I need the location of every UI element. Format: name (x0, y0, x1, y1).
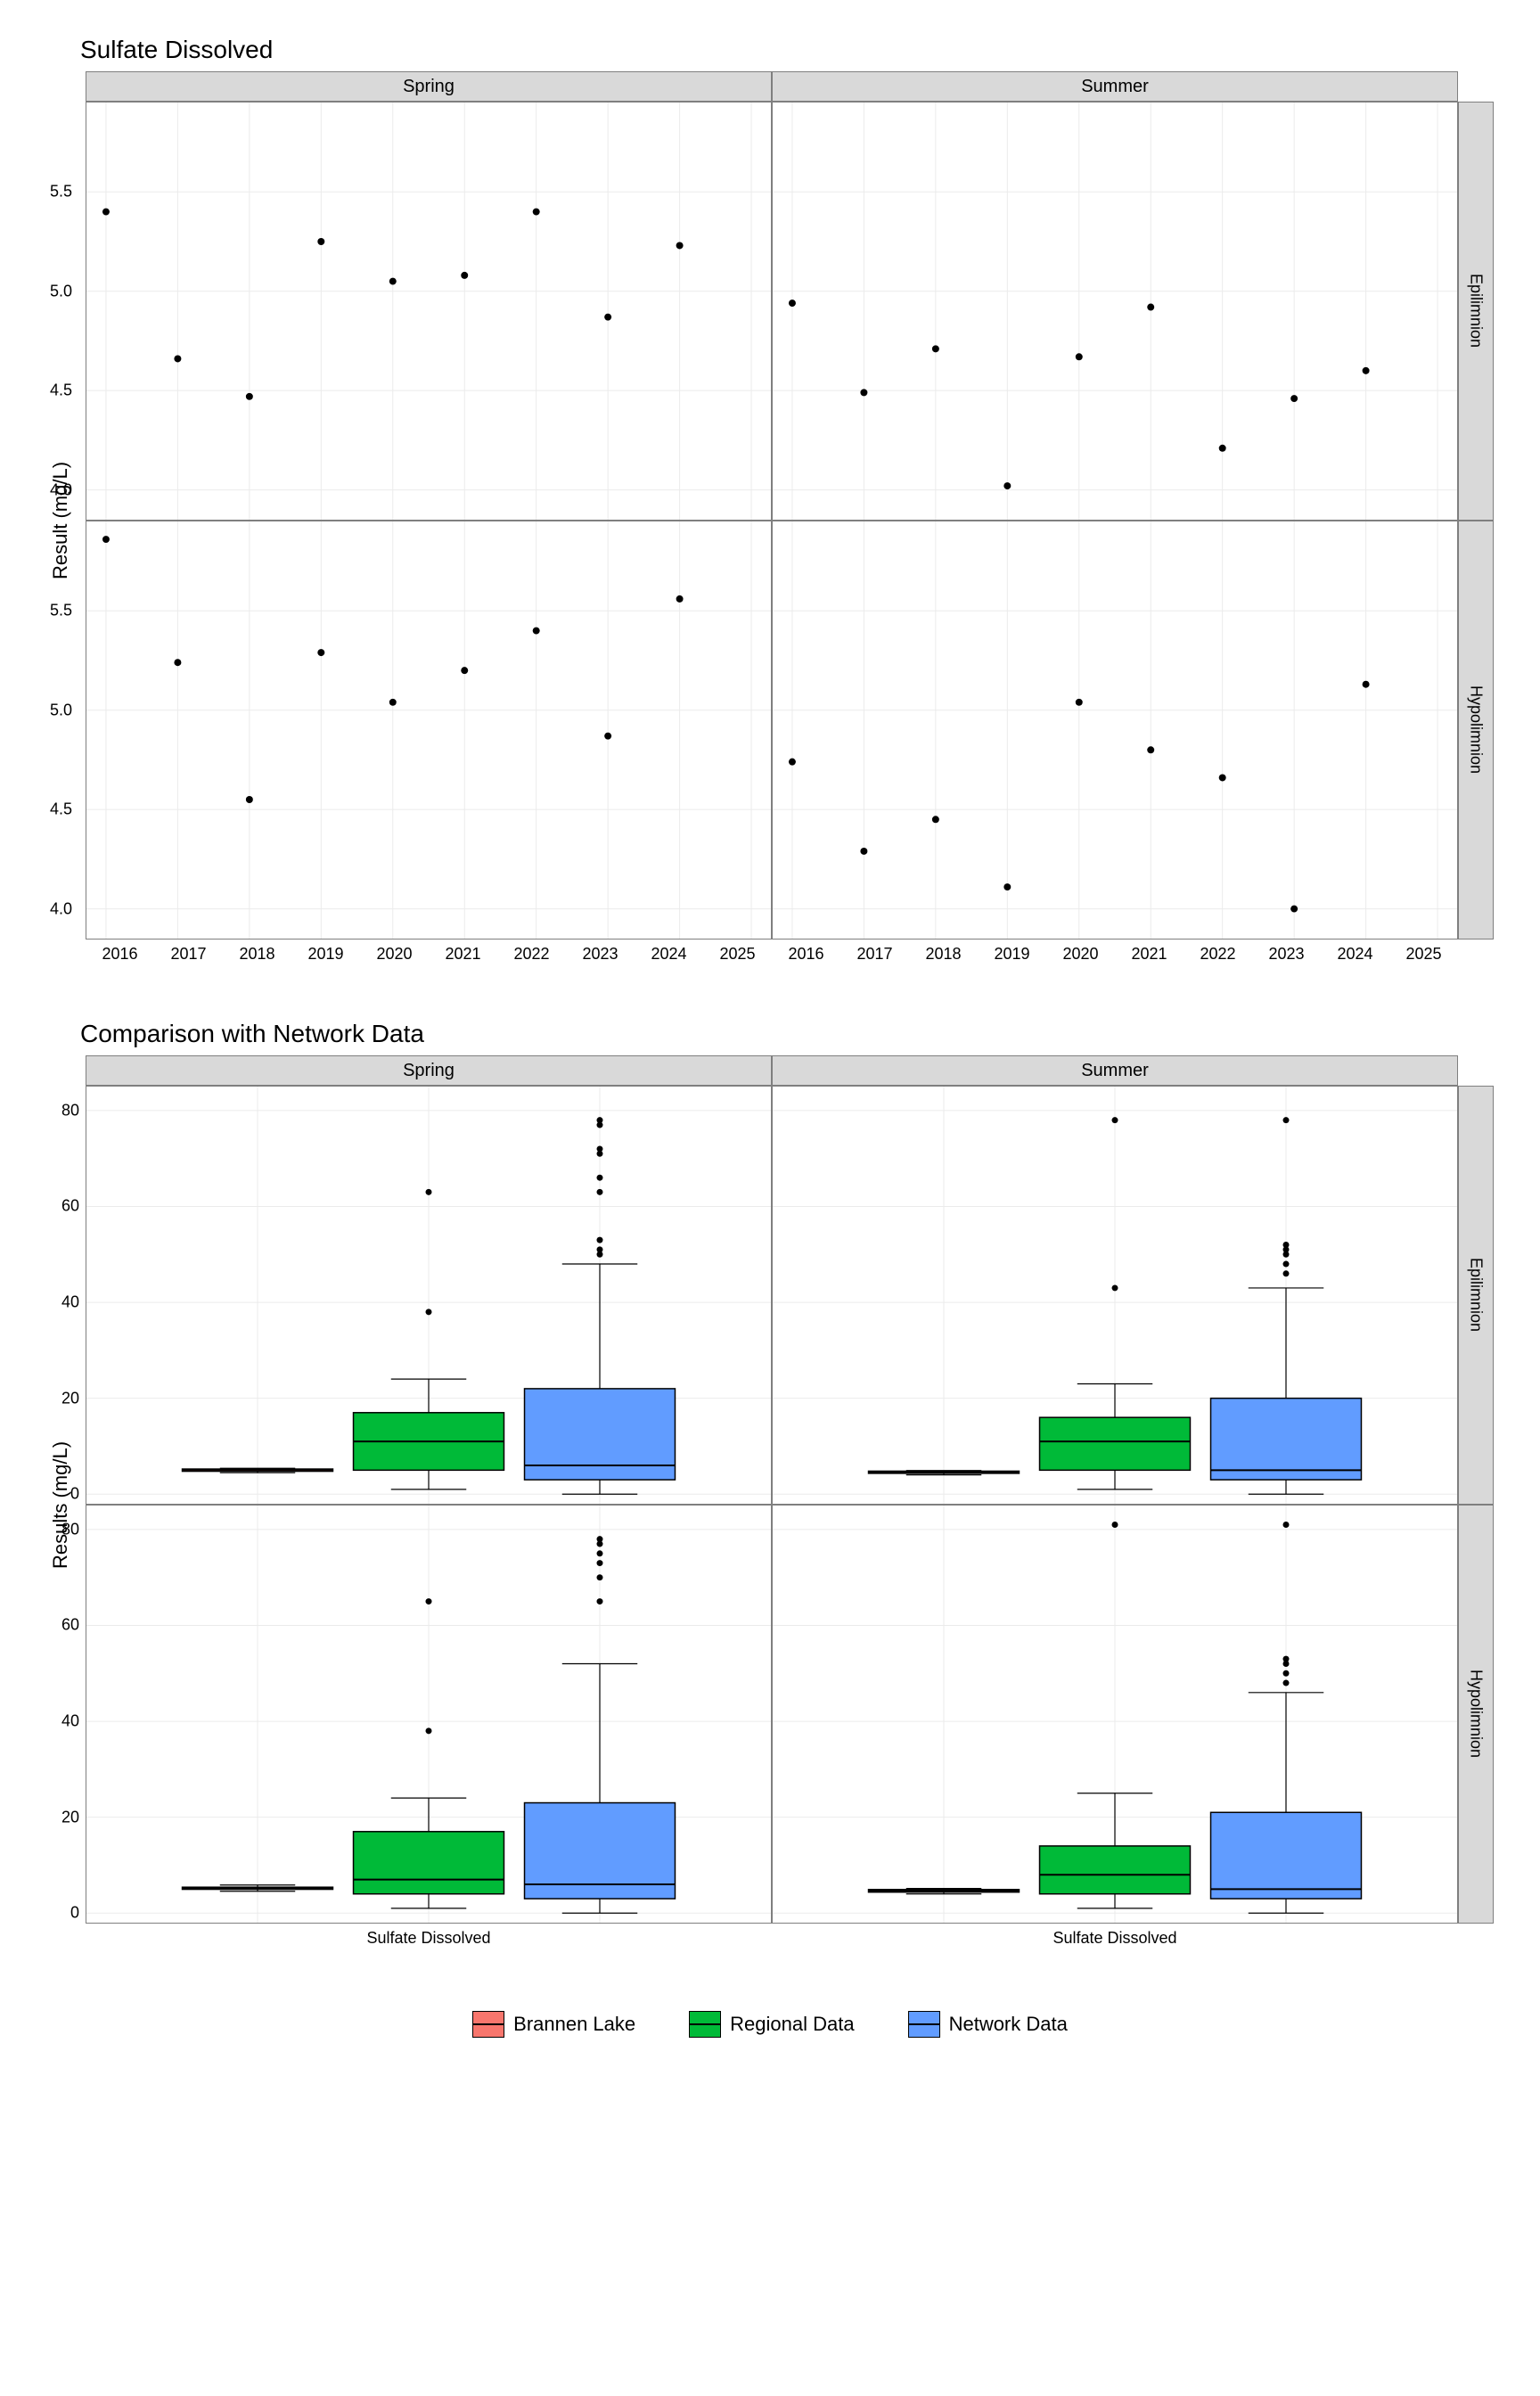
legend-item: Brannen Lake (472, 2011, 635, 2038)
boxplot-panel (772, 1505, 1458, 1924)
legend-label: Network Data (949, 2013, 1068, 2036)
x-ticks: 2016201720182019202020212022202320242025 (86, 940, 772, 975)
scatter-figure: Sulfate Dissolved SpringSummer Result (mg… (36, 36, 1504, 975)
row-strip: Hypolimnion (1458, 521, 1494, 940)
column-strip: Spring (86, 1055, 772, 1086)
legend-label: Regional Data (730, 2013, 854, 2036)
column-strip: Summer (772, 71, 1458, 102)
legend-label: Brannen Lake (513, 2013, 635, 2036)
scatter-panel: 4.04.55.05.5 (86, 102, 772, 521)
legend-swatch (908, 2011, 940, 2038)
boxplot-title: Comparison with Network Data (80, 1020, 1504, 1048)
row-strip: Epilimnion (1458, 102, 1494, 521)
scatter-title: Sulfate Dissolved (80, 36, 1504, 64)
row-strip: Hypolimnion (1458, 1505, 1494, 1924)
x-ticks: Sulfate Dissolved (772, 1924, 1458, 1966)
boxplot-panel: 020406080 (86, 1505, 772, 1924)
column-strip: Spring (86, 71, 772, 102)
boxplot-panel: 020406080 (86, 1086, 772, 1505)
legend-swatch (689, 2011, 721, 2038)
legend-item: Regional Data (689, 2011, 854, 2038)
boxplot-facet-grid: SpringSummer Results (mg/L)020406080 Epili… (36, 1055, 1504, 1966)
scatter-panel: 4.04.55.05.5 (86, 521, 772, 940)
column-strip: Summer (772, 1055, 1458, 1086)
legend-swatch (472, 2011, 504, 2038)
scatter-panel (772, 521, 1458, 940)
row-strip: Epilimnion (1458, 1086, 1494, 1505)
y-axis-label: Result (mg/L) (36, 102, 86, 940)
legend-item: Network Data (908, 2011, 1068, 2038)
scatter-panel (772, 102, 1458, 521)
y-axis-label: Results (mg/L) (36, 1086, 86, 1924)
boxplot-panel (772, 1086, 1458, 1505)
legend: Brannen Lake Regional Data Network Data (36, 2011, 1504, 2038)
x-ticks: 2016201720182019202020212022202320242025 (772, 940, 1458, 975)
boxplot-figure: Comparison with Network Data SpringSumme… (36, 1020, 1504, 1966)
x-ticks: Sulfate Dissolved (86, 1924, 772, 1966)
scatter-facet-grid: SpringSummer Result (mg/L)4.04.55.05.5 Epi… (36, 71, 1504, 975)
